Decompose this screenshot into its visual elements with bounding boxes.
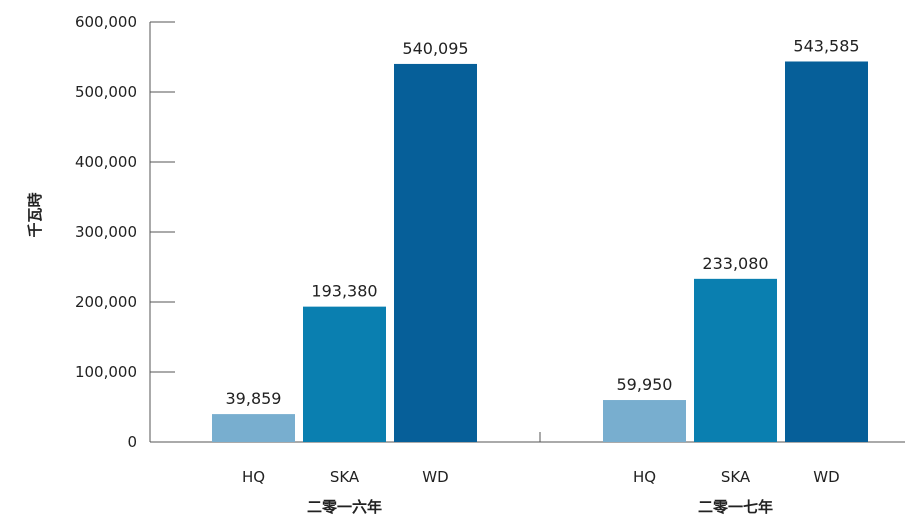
x-tick-label: HQ bbox=[633, 468, 656, 486]
data-label: 59,950 bbox=[617, 375, 673, 394]
y-axis-title: 千瓦時 bbox=[26, 192, 44, 237]
y-tick-label: 0 bbox=[127, 433, 137, 451]
bar-wd-2 bbox=[785, 61, 868, 442]
y-tick-label: 400,000 bbox=[75, 153, 137, 171]
data-label: 193,380 bbox=[311, 282, 377, 301]
data-label: 39,859 bbox=[226, 389, 282, 408]
group-label: 二零一七年 bbox=[698, 498, 773, 516]
y-tick-label: 300,000 bbox=[75, 223, 137, 241]
y-tick-label: 600,000 bbox=[75, 13, 137, 31]
bar-hq-1 bbox=[212, 414, 295, 442]
bar-hq-2 bbox=[603, 400, 686, 442]
data-label: 543,585 bbox=[793, 36, 859, 55]
x-tick-label: WD bbox=[813, 468, 839, 486]
y-axis: 0 100,000 200,000 300,000 400,000 500,000 600,… bbox=[75, 13, 175, 451]
x-tick-label: HQ bbox=[242, 468, 265, 486]
x-tick-label: SKA bbox=[721, 468, 751, 486]
bar-ska-2 bbox=[694, 278, 777, 442]
data-label: 233,080 bbox=[702, 254, 768, 273]
y-tick-label: 500,000 bbox=[75, 83, 137, 101]
y-tick-label: 100,000 bbox=[75, 363, 137, 381]
labels: 39,859 HQ 193,380 SKA 540,095 WD 二零一六年 59,950 HQ… bbox=[226, 36, 860, 516]
bar-ska-1 bbox=[303, 306, 386, 442]
bar-wd-1 bbox=[394, 63, 477, 442]
x-tick-label: WD bbox=[422, 468, 448, 486]
y-tick-label: 200,000 bbox=[75, 293, 137, 311]
group-label: 二零一六年 bbox=[307, 498, 382, 516]
bars bbox=[212, 61, 868, 442]
x-tick-label: SKA bbox=[330, 468, 360, 486]
data-label: 540,095 bbox=[402, 39, 468, 58]
